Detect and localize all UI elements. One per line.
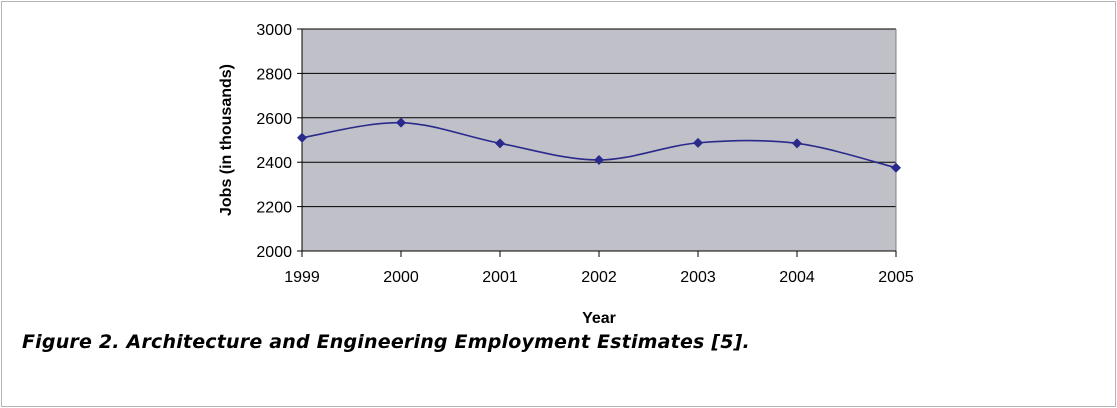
y-tick-label: 2800 bbox=[256, 66, 292, 83]
y-axis-title: Jobs (in thousands) bbox=[218, 64, 235, 216]
x-tick-label: 1999 bbox=[284, 269, 320, 286]
data-point-marker bbox=[495, 138, 505, 149]
y-tick-label: 2000 bbox=[256, 244, 292, 261]
data-point-marker bbox=[693, 137, 703, 148]
y-tick-label: 3000 bbox=[256, 22, 292, 39]
y-tick-label: 2200 bbox=[256, 200, 292, 217]
x-tick-label: 2000 bbox=[383, 269, 419, 286]
data-point-marker bbox=[297, 132, 307, 143]
data-point-marker bbox=[792, 138, 802, 149]
x-axis-title: Year bbox=[582, 310, 616, 327]
line-chart: 2000 2200 2400 2600 2800 3000 1999 2000 2001 200… bbox=[218, 22, 914, 327]
x-tick-label: 2001 bbox=[482, 269, 518, 286]
y-tick-label: 2600 bbox=[256, 111, 292, 128]
x-tick-label: 2004 bbox=[779, 269, 815, 286]
plot-area bbox=[302, 29, 896, 251]
x-axis: 1999 2000 2001 2002 2003 2004 2005 bbox=[284, 250, 914, 286]
x-tick-label: 2002 bbox=[581, 269, 617, 286]
data-point-marker bbox=[396, 117, 406, 128]
x-tick-label: 2003 bbox=[680, 269, 716, 286]
y-axis: 2000 2200 2400 2600 2800 3000 bbox=[256, 22, 303, 261]
x-tick-label: 2005 bbox=[878, 269, 914, 286]
markers bbox=[297, 117, 901, 173]
data-point-marker bbox=[891, 162, 901, 173]
y-tick-label: 2400 bbox=[256, 155, 292, 172]
data-point-marker bbox=[594, 154, 604, 165]
figure-caption: Figure 2. Architecture and Engineering E… bbox=[22, 331, 750, 353]
